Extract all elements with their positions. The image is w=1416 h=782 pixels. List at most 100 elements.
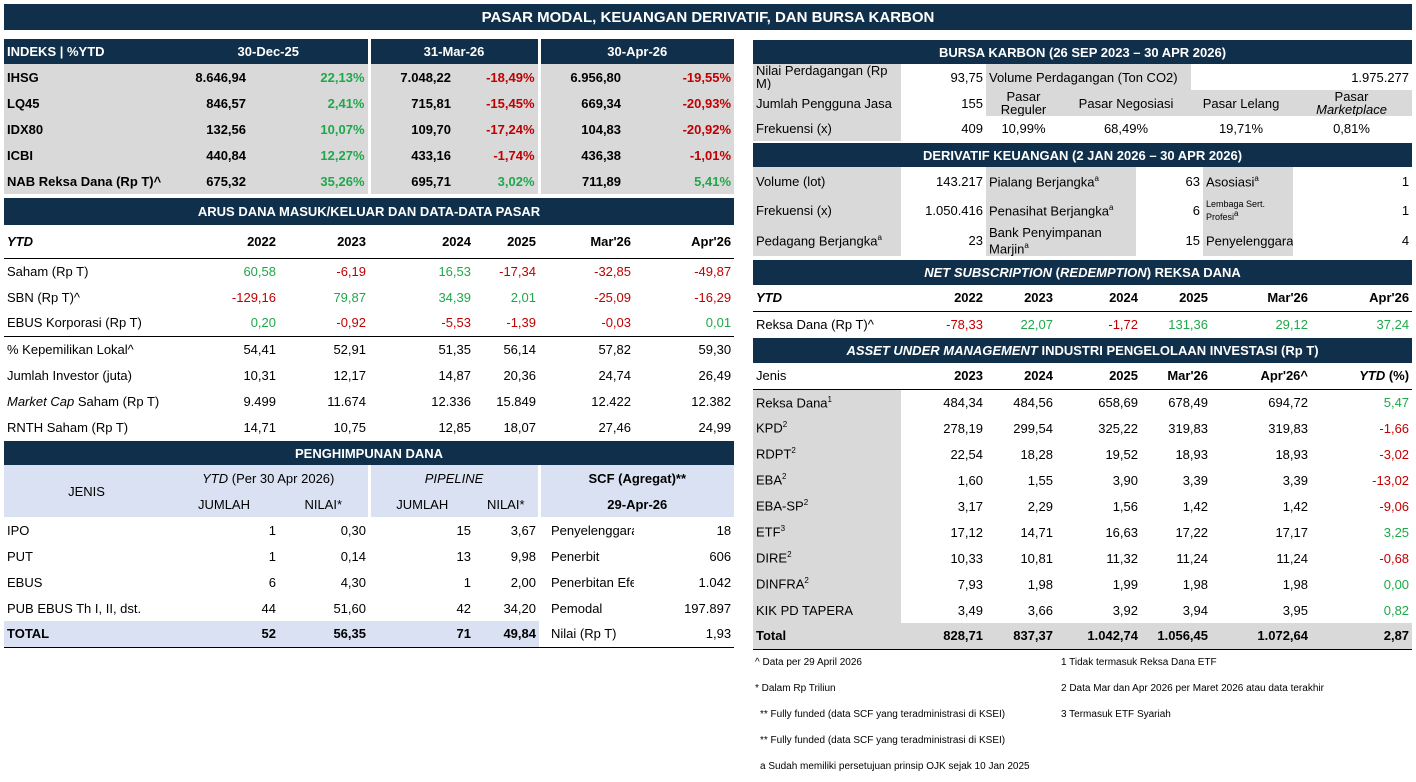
aum-cell: 7,93 [957, 576, 983, 592]
aum-cell: 1,98 [1282, 576, 1308, 592]
derivatif-label: Bank Penyimpanan Marjina [986, 225, 1136, 256]
aum-row-label: RDPT2 [753, 441, 901, 467]
arus-cell: 12.422 [591, 393, 631, 409]
aum-cell: 1,99 [1112, 576, 1138, 592]
aum-cell: 3,94 [1182, 602, 1208, 618]
arus-row-label: SBN (Rp T)^ [7, 289, 81, 305]
arus-row: RNTH Saham (Rp T) 14,71 10,75 12,85 18,0… [4, 414, 734, 440]
indeks-header-date2: 31-Mar-26 [367, 39, 540, 64]
scf-label: Penerbitan Efek [551, 574, 634, 590]
indeks-pct: -19,55% [624, 64, 735, 90]
aum-row: Reksa Dana1 484,34 484,56 658,69 678,49 … [753, 389, 1412, 415]
indeks-name: LQ45 [4, 90, 169, 116]
arus-row: Jumlah Investor (juta) 10,31 12,17 14,87… [4, 362, 734, 388]
penghimpunan-cell: 0,14 [340, 548, 366, 564]
aum-row: EBA2 1,60 1,55 3,90 3,39 3,39 -13,02 [753, 467, 1412, 493]
aum-ytd: -3,02 [1379, 446, 1410, 462]
karbon-pengguna-label: Jumlah Pengguna Jasa [753, 90, 901, 116]
aum-cell: 1,98 [1182, 576, 1208, 592]
derivatif-label: Penasihat Berjangkaa [986, 196, 1136, 225]
arus-row-label: RNTH Saham (Rp T) [7, 419, 129, 435]
arus-cell: 57,82 [598, 341, 631, 357]
footnote-mark: 3 [780, 524, 786, 534]
penghimpunan-cell: 2,00 [510, 574, 536, 590]
aum-ytd: -9,06 [1379, 498, 1410, 514]
page-title: PASAR MODAL, KEUANGAN DERIVATIF, DAN BUR… [4, 4, 1412, 30]
arus-cell: 27,46 [598, 419, 631, 435]
indeks-name: IHSG [4, 64, 169, 90]
karbon-lelang-header: Pasar Lelang [1191, 90, 1291, 116]
karbon-frek-label: Frekuensi (x) [753, 116, 901, 141]
penghimpunan-label: PUT [7, 548, 33, 564]
aum-row-label: ETF3 [753, 519, 901, 545]
footnote: ** Fully funded (data SCF yang teradmini… [760, 735, 1006, 746]
indeks-value: 675,32 [169, 168, 249, 194]
derivatif-label-text: Bank Penyimpanan Marjin [989, 225, 1102, 256]
aum-row-label: DIRE2 [753, 545, 901, 571]
arus-cell: 10,31 [243, 367, 276, 383]
indeks-pct: -1,01% [624, 142, 735, 168]
aum-cell: 1,42 [1182, 498, 1208, 514]
indeks-value: 109,70 [367, 116, 454, 142]
penghimpunan-cell: 3,67 [510, 522, 536, 538]
jumlah-header: JUMLAH [367, 491, 474, 517]
derivatif-row: Frekuensi (x) 1.050.416 Penasihat Berjan… [753, 196, 1412, 225]
derivatif-value: 4 [1401, 233, 1410, 248]
karbon-row: Jumlah Pengguna Jasa 155 Pasar Reguler P… [753, 90, 1413, 116]
arus-cell: 24,99 [698, 419, 732, 435]
aum-row-label: EBA-SP2 [753, 493, 901, 519]
scf-value: 18 [716, 522, 732, 538]
scf-label: Pemodal [551, 600, 603, 616]
aum-row-name: EBA-SP [756, 498, 804, 514]
net-subscription-table: NET SUBSCRIPTION (REDEMPTION) REKSA DANA… [753, 260, 1413, 337]
derivatif-label-text: Penyelenggara [1206, 233, 1293, 249]
penghimpunan-cell: 13 [456, 548, 471, 564]
aum-total-cell: 828,71 [901, 623, 986, 650]
arus-cell: 11.674 [327, 393, 366, 409]
aum-cell: 11,32 [1106, 550, 1138, 566]
indeks-pct: -1,74% [454, 142, 540, 168]
karbon-market-header: Pasar Marketplace [1291, 90, 1413, 116]
aum-cell: 325,22 [1098, 420, 1138, 436]
arus-header-cell: 2024 [369, 225, 474, 259]
footnote: 3 Termasuk ETF Syariah [1061, 709, 1171, 720]
penghimpunan-cell: 34,20 [503, 600, 536, 616]
net-header-cell: 2024 [1056, 285, 1141, 312]
aum-ytd: -1,66 [1379, 420, 1410, 436]
penghimpunan-header1: JENIS YTD (Per 30 Apr 2026) PIPELINE SCF… [4, 465, 735, 517]
footnote-mark: a [1108, 202, 1114, 212]
aum-cell: 678,49 [1168, 394, 1208, 410]
indeks-value: 7.048,22 [367, 64, 454, 90]
aum-row-label: KIK PD TAPERA [753, 597, 901, 623]
arus-cell: 56,14 [503, 341, 536, 357]
arus-header-cell: Mar'26 [539, 225, 634, 259]
net-header: YTD 2022 2023 2024 2025 Mar'26 Apr'26 [753, 285, 1413, 312]
aum-cell: 11,24 [1276, 550, 1308, 566]
aum-ytd: -0,68 [1379, 550, 1410, 566]
scf-date: 29-Apr-26 [537, 491, 735, 517]
aum-total-label: Total [753, 623, 901, 650]
footnote-mark: a [1024, 240, 1029, 250]
derivatif-label: Lembaga Sert. Profesia [1203, 196, 1293, 225]
arus-cell: 12,85 [438, 419, 471, 435]
derivatif-table: DERIVATIF KEUANGAN (2 JAN 2026 – 30 APR … [753, 143, 1413, 256]
footnote-mark: 2 [804, 576, 809, 586]
aum-header-cell: Mar'26 [1141, 363, 1211, 390]
derivatif-label: Frekuensi (x) [753, 196, 901, 225]
arus-row-label: Market Cap Saham (Rp T) [4, 388, 169, 414]
arus-cell: -129,16 [231, 289, 276, 305]
net-header-cell: 2022 [901, 285, 986, 312]
net-cell: -1,72 [1108, 316, 1138, 332]
penghimpunan-cell: 0,30 [340, 522, 366, 538]
penghimpunan-cell: 15 [456, 522, 471, 538]
arus-cell: 10,75 [333, 419, 366, 435]
arus-row-label: EBUS Korporasi (Rp T) [4, 310, 169, 337]
aum-title-part: ASSET UNDER MANAGEMENT [846, 343, 1038, 358]
penghimpunan-header2: JUMLAH NILAI* JUMLAH NILAI* 29-Apr-26 [4, 491, 735, 517]
footnote: a Sudah memiliki persetujuan prinsip OJK… [760, 761, 1030, 772]
indeks-pct: 12,27% [249, 142, 369, 168]
arus-row-label-italic: Market Cap [7, 393, 75, 409]
aum-row: DIRE2 10,33 10,81 11,32 11,24 11,24 -0,6… [753, 545, 1412, 571]
net-title-row: NET SUBSCRIPTION (REDEMPTION) REKSA DANA [753, 260, 1413, 285]
aum-row: RDPT2 22,54 18,28 19,52 18,93 18,93 -3,0… [753, 441, 1412, 467]
